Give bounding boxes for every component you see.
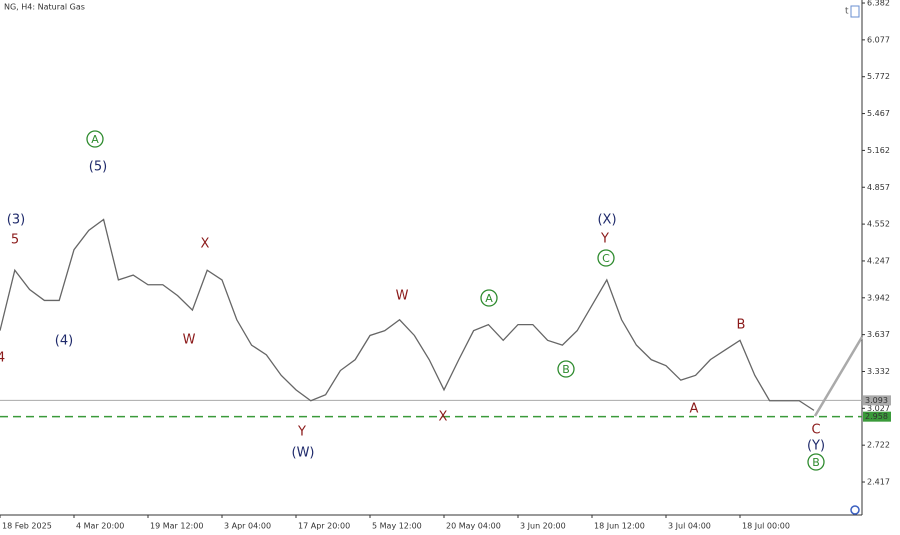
y-tick-label: 4.247 bbox=[867, 256, 890, 265]
y-tick-label: 3.332 bbox=[867, 367, 890, 376]
toolbar-icon[interactable] bbox=[850, 5, 860, 18]
wave-circle bbox=[807, 453, 825, 471]
y-tick-label: 3.637 bbox=[867, 330, 890, 339]
wave-label: X bbox=[201, 237, 210, 252]
wave-label: C bbox=[811, 423, 820, 438]
wave-label: A bbox=[690, 402, 699, 417]
x-tick-label: 3 Jul 04:00 bbox=[668, 522, 711, 531]
wave-label: W bbox=[183, 333, 196, 348]
price-label-box bbox=[863, 411, 891, 422]
y-tick-label: 6.077 bbox=[867, 35, 890, 44]
x-tick-label: 3 Jun 20:00 bbox=[520, 522, 566, 531]
wave-label: (3) bbox=[7, 213, 25, 228]
projection-line bbox=[813, 336, 864, 417]
wave-label: (5) bbox=[89, 160, 107, 175]
price-label: 2.958 bbox=[865, 412, 888, 421]
wave-circle bbox=[557, 360, 575, 378]
wave-label: A bbox=[91, 133, 99, 146]
wave-label: (Y) bbox=[807, 439, 825, 454]
wave-label: (W) bbox=[292, 446, 315, 461]
toolbar-icon[interactable]: t bbox=[845, 7, 849, 17]
x-tick-label: 3 Apr 04:00 bbox=[224, 522, 271, 531]
x-tick-label: 4 Mar 20:00 bbox=[76, 522, 124, 531]
scroll-icon[interactable] bbox=[850, 505, 860, 515]
wave-label: B bbox=[562, 363, 570, 376]
y-tick-label: 6.382 bbox=[867, 0, 890, 8]
wave-label: Y bbox=[600, 232, 609, 247]
price-label-box bbox=[863, 395, 891, 406]
y-tick-label: 5.467 bbox=[867, 109, 890, 118]
x-tick-label: 5 May 12:00 bbox=[372, 522, 422, 531]
x-tick-label: 18 Jul 00:00 bbox=[742, 522, 790, 531]
y-tick-label: 5.772 bbox=[867, 72, 890, 81]
wave-label: A bbox=[485, 292, 493, 305]
y-tick-label: 5.162 bbox=[867, 146, 890, 155]
x-tick-label: 18 Jun 12:00 bbox=[594, 522, 645, 531]
wave-label: 5 bbox=[11, 233, 19, 248]
x-tick-label: 17 Apr 20:00 bbox=[298, 522, 350, 531]
wave-label: Y bbox=[297, 425, 306, 440]
wave-label: (4) bbox=[55, 334, 73, 349]
chart-title: NG, H4: Natural Gas bbox=[4, 3, 85, 12]
wave-label: B bbox=[812, 456, 820, 469]
price-label: 3.093 bbox=[865, 396, 888, 405]
y-tick-label: 4.857 bbox=[867, 183, 890, 192]
x-tick-label: 20 May 04:00 bbox=[446, 522, 501, 531]
x-tick-label: 18 Feb 2025 bbox=[2, 522, 52, 531]
wave-label: X bbox=[439, 410, 448, 425]
y-tick-label: 2.722 bbox=[867, 441, 890, 450]
wave-label: C bbox=[602, 252, 610, 265]
wave-circle bbox=[480, 289, 498, 307]
y-tick-label: 4.552 bbox=[867, 220, 890, 229]
y-tick-label: 3.027 bbox=[867, 404, 890, 413]
wave-circle bbox=[597, 249, 615, 267]
x-tick-label: 19 Mar 12:00 bbox=[150, 522, 203, 531]
wave-label: B bbox=[737, 318, 746, 333]
y-tick-label: 2.417 bbox=[867, 478, 890, 487]
wave-label: 4 bbox=[0, 351, 5, 366]
wave-label: (X) bbox=[597, 213, 616, 228]
price-line-series bbox=[0, 218, 815, 411]
y-tick-label: 3.942 bbox=[867, 293, 890, 302]
wave-label: W bbox=[396, 289, 409, 304]
wave-circle bbox=[86, 130, 104, 148]
